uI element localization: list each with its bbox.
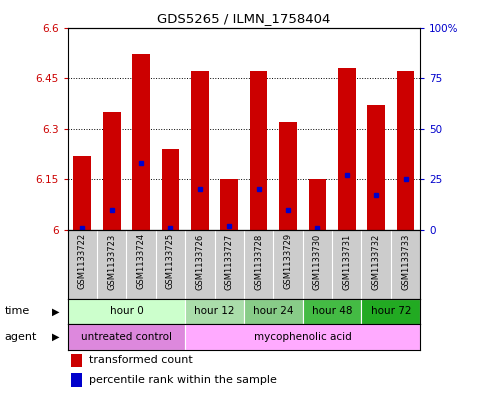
Bar	[250, 72, 268, 230]
Text: untreated control: untreated control	[81, 332, 172, 342]
Bar	[220, 179, 238, 230]
Text: agent: agent	[5, 332, 37, 342]
Bar	[71, 373, 82, 387]
Text: GSM1133730: GSM1133730	[313, 233, 322, 290]
Bar	[309, 179, 326, 230]
Text: time: time	[5, 307, 30, 316]
Text: GSM1133728: GSM1133728	[254, 233, 263, 290]
Text: GSM1133731: GSM1133731	[342, 233, 351, 290]
Text: GSM1133726: GSM1133726	[195, 233, 204, 290]
Bar	[73, 156, 91, 230]
Bar	[132, 55, 150, 230]
Text: GSM1133723: GSM1133723	[107, 233, 116, 290]
Bar	[367, 105, 385, 230]
Text: hour 72: hour 72	[370, 307, 411, 316]
Bar	[191, 72, 209, 230]
Text: percentile rank within the sample: percentile rank within the sample	[89, 375, 277, 385]
Text: hour 24: hour 24	[253, 307, 294, 316]
Text: GSM1133733: GSM1133733	[401, 233, 410, 290]
Text: mycophenolic acid: mycophenolic acid	[254, 332, 352, 342]
Bar	[244, 299, 303, 324]
Text: GSM1133729: GSM1133729	[284, 233, 293, 290]
Text: hour 0: hour 0	[110, 307, 143, 316]
Bar	[338, 68, 355, 230]
Bar	[185, 324, 420, 350]
Title: GDS5265 / ILMN_1758404: GDS5265 / ILMN_1758404	[157, 12, 330, 25]
Text: transformed count: transformed count	[89, 355, 193, 365]
Text: GSM1133722: GSM1133722	[78, 233, 87, 290]
Bar	[185, 299, 244, 324]
Bar	[397, 72, 414, 230]
Bar	[68, 324, 185, 350]
Text: GSM1133725: GSM1133725	[166, 233, 175, 290]
Text: hour 48: hour 48	[312, 307, 352, 316]
Bar	[162, 149, 179, 230]
Text: ▶: ▶	[52, 332, 59, 342]
Bar	[71, 354, 82, 367]
Text: GSM1133724: GSM1133724	[137, 233, 145, 290]
Bar	[303, 299, 361, 324]
Bar	[68, 299, 185, 324]
Text: ▶: ▶	[52, 307, 59, 316]
Text: GSM1133727: GSM1133727	[225, 233, 234, 290]
Text: GSM1133732: GSM1133732	[371, 233, 381, 290]
Bar	[361, 299, 420, 324]
Bar	[103, 112, 121, 230]
Text: hour 12: hour 12	[194, 307, 235, 316]
Bar	[279, 122, 297, 230]
